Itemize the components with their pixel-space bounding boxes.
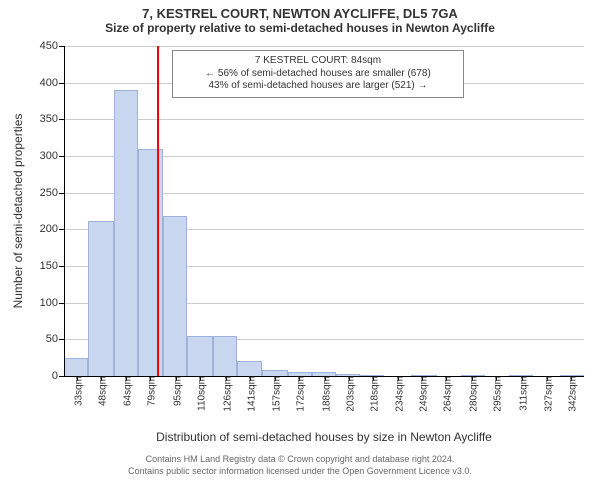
y-tick-label: 400 <box>40 77 64 89</box>
callout-line: 43% of semi-detached houses are larger (… <box>181 80 455 93</box>
grid-line <box>64 46 584 47</box>
left-spine <box>64 46 65 376</box>
callout-line: ← 56% of semi-detached houses are smalle… <box>181 68 455 81</box>
y-tick-label: 200 <box>40 223 64 235</box>
x-tick-label: 79sqm <box>143 376 158 406</box>
x-tick-label: 311sqm <box>514 376 529 411</box>
x-tick-label: 126sqm <box>218 376 233 412</box>
x-tick-label: 64sqm <box>119 376 134 406</box>
y-axis-title: Number of semi-detached properties <box>11 114 25 309</box>
histogram-bar <box>64 358 88 376</box>
x-tick-label: 203sqm <box>341 376 356 412</box>
y-tick-label: 450 <box>40 40 64 52</box>
page-title: 7, KESTREL COURT, NEWTON AYCLIFFE, DL5 7… <box>0 0 600 21</box>
callout-box: 7 KESTREL COURT: 84sqm← 56% of semi-deta… <box>172 50 464 98</box>
x-tick-label: 95sqm <box>169 376 184 406</box>
x-tick-label: 234sqm <box>391 376 406 412</box>
x-tick-label: 295sqm <box>489 376 504 412</box>
x-tick-label: 110sqm <box>193 376 208 411</box>
histogram-bar <box>88 221 114 376</box>
y-tick-label: 250 <box>40 187 64 199</box>
x-tick-label: 157sqm <box>268 376 283 412</box>
y-tick-label: 50 <box>46 333 64 345</box>
histogram-bar <box>187 336 213 376</box>
x-tick-label: 280sqm <box>465 376 480 412</box>
page-subtitle: Size of property relative to semi-detach… <box>0 21 600 37</box>
histogram-bar <box>237 361 263 376</box>
x-axis-title: Distribution of semi-detached houses by … <box>64 430 584 444</box>
x-tick-label: 33sqm <box>69 376 84 406</box>
x-tick-label: 172sqm <box>292 376 307 412</box>
callout-line: 7 KESTREL COURT: 84sqm <box>181 55 455 68</box>
plot-area: 05010015020025030035040045033sqm48sqm64s… <box>64 46 584 376</box>
reference-line <box>157 46 159 376</box>
x-tick-label: 218sqm <box>365 376 380 412</box>
y-tick-label: 150 <box>40 260 64 272</box>
y-tick-label: 0 <box>52 370 64 382</box>
x-tick-label: 264sqm <box>439 376 454 412</box>
x-tick-label: 48sqm <box>93 376 108 406</box>
grid-line <box>64 119 584 120</box>
x-tick-label: 141sqm <box>242 376 257 412</box>
footer: Contains HM Land Registry data © Crown c… <box>0 454 600 477</box>
histogram-bar <box>213 336 237 376</box>
chart-container: 7, KESTREL COURT, NEWTON AYCLIFFE, DL5 7… <box>0 0 600 500</box>
histogram-bar <box>114 90 138 376</box>
footer-line-1: Contains HM Land Registry data © Crown c… <box>0 454 600 466</box>
y-tick-label: 350 <box>40 113 64 125</box>
x-tick-label: 188sqm <box>317 376 332 412</box>
footer-line-2: Contains public sector information licen… <box>0 466 600 478</box>
x-tick-label: 327sqm <box>540 376 555 412</box>
x-tick-label: 342sqm <box>564 376 579 412</box>
histogram-bar <box>163 216 187 376</box>
y-tick-label: 300 <box>40 150 64 162</box>
y-tick-label: 100 <box>40 297 64 309</box>
x-tick-label: 249sqm <box>415 376 430 412</box>
